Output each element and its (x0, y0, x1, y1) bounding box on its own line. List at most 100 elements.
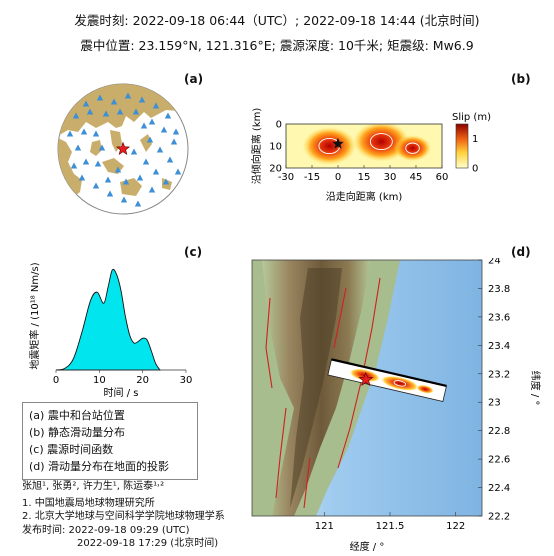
station-triangle-icon (164, 112, 172, 119)
station-triangle-icon (160, 126, 168, 133)
map-y-label: 纬度 / ° (529, 371, 542, 406)
station-triangle-icon (70, 162, 78, 169)
station-triangle-icon (140, 122, 148, 129)
station-triangle-icon (146, 136, 154, 143)
station-globe-map (57, 83, 189, 215)
slip-x-ticks: -30 -15 0 15 30 45 60 (278, 165, 449, 183)
release-time-utc: 发布时间: 2022-09-18 09:29 (UTC) (22, 524, 190, 536)
legend-item-d: (d) 滑动量分布在地面的投影 (29, 460, 170, 473)
map-x-tick: 122 (446, 521, 465, 532)
slip-y-ticks: 0 10 20 (269, 120, 282, 175)
slip-patches (302, 124, 432, 165)
slip-x-tick: 30 (384, 172, 397, 183)
colorbar-tick: 0 (472, 164, 478, 175)
station-triangle-icon (132, 108, 140, 115)
map-y-tick: 24 (488, 258, 501, 267)
slip-y-tick: 0 (276, 120, 282, 131)
slip-y-tick: 20 (269, 164, 282, 175)
station-triangle-icon (142, 158, 150, 165)
stf-x-tick: 10 (93, 375, 106, 386)
legend-item-c: (c) 震源时间函数 (29, 443, 114, 456)
stf-x-ticks: 0 10 20 30 (53, 370, 193, 386)
stf-y-label: 地震矩率 / (10¹⁸ Nm/s) (28, 262, 41, 369)
panel-label-b: (b) (511, 72, 531, 86)
panel-legend-box: (a) 震中和台站位置 (b) 静态滑动量分布 (c) 震源时间函数 (d) 滑… (22, 402, 198, 480)
slip-contour (405, 142, 420, 154)
map-y-tick: 22.6 (488, 455, 510, 466)
origin-time-line: 发震时刻: 2022-09-18 06:44（UTC）; 2022-09-18 … (74, 13, 480, 28)
station-triangle-icon (72, 112, 80, 119)
station-triangle-icon (134, 200, 142, 207)
legend-item-b: (b) 静态滑动量分布 (29, 426, 126, 439)
map-y-tick: 23.6 (488, 312, 510, 323)
station-triangle-icon (122, 178, 130, 185)
station-triangle-icon (124, 92, 132, 99)
colorbar-ticks: 01 (472, 134, 478, 174)
map-y-ticks: 22.2 22.4 22.6 22.8 23 23.2 23.4 23.6 23.8 24 (478, 258, 510, 523)
station-triangle-icon (116, 108, 124, 115)
stf-x-tick: 20 (136, 375, 149, 386)
slip-y-label: 沿倾向距离 (km) (250, 108, 263, 185)
projected-slip-patch-3 (416, 384, 434, 394)
station-markers (66, 92, 182, 207)
slip-x-tick: 45 (410, 172, 423, 183)
panel-label-a: (a) (184, 72, 204, 86)
affiliation-2: 2. 北京大学地球与空间科学学院地球物理学系 (22, 511, 225, 522)
station-triangle-icon (86, 108, 94, 115)
map-x-tick: 121 (315, 521, 334, 532)
affiliation-1: 1. 中国地震局地球物理研究所 (22, 497, 155, 509)
station-triangle-icon (78, 174, 86, 181)
map-y-tick: 23 (488, 398, 501, 409)
panel-label-c: (c) (184, 245, 203, 259)
stf-area (55, 268, 161, 371)
colorbar-tick: 1 (472, 134, 478, 145)
slip-x-tick: 0 (335, 172, 341, 183)
station-triangle-icon (92, 130, 100, 137)
station-triangle-icon (120, 196, 128, 203)
station-triangle-icon (152, 102, 160, 109)
map-y-tick: 23.4 (488, 341, 510, 352)
slip-contour (369, 133, 393, 151)
station-triangle-icon (148, 186, 156, 193)
station-triangle-icon (114, 166, 122, 173)
epicenter-line: 震中位置: 23.159°N, 121.316°E; 震源深度: 10千米; 矩… (80, 38, 474, 53)
station-triangle-icon (110, 98, 118, 105)
map-terrain (252, 260, 482, 516)
station-triangle-icon (148, 118, 156, 125)
station-triangle-icon (74, 144, 82, 151)
legend-item-a: (a) 震中和台站位置 (29, 409, 125, 422)
stf-x-tick: 30 (180, 375, 193, 386)
projected-slip-contour (393, 380, 407, 387)
station-triangle-icon (156, 146, 164, 153)
station-triangle-icon (98, 144, 106, 151)
station-triangle-icon (106, 190, 114, 197)
source-time-function-chart: 0 10 20 30 时间 / s 地震矩率 / (10¹⁸ Nm/s) (28, 262, 193, 399)
slip-x-tick: 60 (436, 172, 449, 183)
stf-x-tick: 0 (53, 375, 59, 386)
station-triangle-icon (130, 148, 138, 155)
map-y-tick: 23.8 (488, 284, 510, 295)
station-triangle-icon (92, 182, 100, 189)
stf-x-label: 时间 / s (104, 386, 139, 399)
station-triangle-icon (152, 168, 160, 175)
station-triangle-icon (104, 176, 112, 183)
map-y-tick: 23.2 (488, 369, 510, 380)
map-y-tick: 22.4 (488, 483, 510, 494)
slip-y-tick: 10 (269, 142, 282, 153)
station-triangle-icon (94, 160, 102, 167)
station-triangle-icon (162, 178, 170, 185)
station-triangle-icon (174, 168, 182, 175)
station-triangle-icon (102, 110, 110, 117)
slip-patch-1 (302, 127, 356, 165)
station-triangle-icon (166, 156, 174, 163)
slip-patch-3 (393, 135, 432, 162)
colorbar-label: Slip (m) (452, 112, 491, 123)
station-triangle-icon (170, 138, 178, 145)
hypocenter-star-icon (332, 137, 344, 149)
station-triangle-icon (96, 94, 104, 101)
fault-top-edge (331, 358, 447, 387)
slip-projection-map: 121 121.5 122 22.2 22.4 22.6 22.8 23 23.2 23.4 23… (251, 258, 542, 553)
map-x-ticks: 121 121.5 122 (315, 512, 465, 532)
station-triangle-icon (80, 128, 88, 135)
station-triangle-icon (138, 96, 146, 103)
